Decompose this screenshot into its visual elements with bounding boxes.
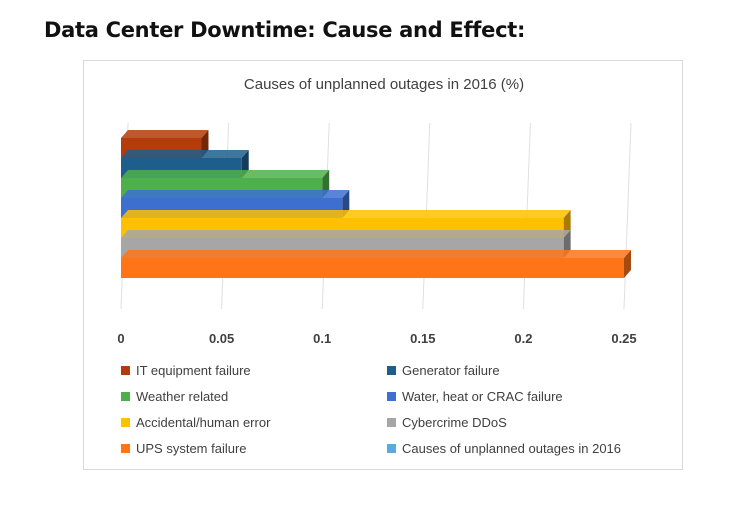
bar-top-face [121,210,571,218]
bar-top-face [121,190,350,198]
legend-label: Weather related [136,389,228,404]
legend-item: Accidental/human error [121,415,271,430]
legend-swatch [121,418,130,427]
bars [121,130,631,278]
bar-top-face [121,150,249,158]
bar-front-face [121,258,624,278]
x-tick-label: 0.1 [313,331,331,346]
bar-top-face [121,250,631,258]
legend-swatch [387,444,396,453]
gridline [623,122,632,310]
legend-label: Causes of unplanned outages in 2016 [402,441,621,456]
legend-label: Water, heat or CRAC failure [402,389,563,404]
legend-item: Cybercrime DDoS [387,415,507,430]
legend-item: Water, heat or CRAC failure [387,389,563,404]
legend: IT equipment failure Generator failure Wea… [121,363,621,456]
legend-label: Generator failure [402,363,500,378]
legend-label: Cybercrime DDoS [402,415,507,430]
legend-swatch [121,366,130,375]
bar-top-face [121,170,330,178]
x-tick-label: 0.05 [209,331,234,346]
page-heading: Data Center Downtime: Cause and Effect: [44,18,526,42]
chart-frame: Causes of unplanned outages in 2016 (%) … [83,60,683,470]
legend-label: UPS system failure [136,441,247,456]
x-tick-label: 0 [117,331,124,346]
legend-item: Causes of unplanned outages in 2016 [387,441,621,456]
legend-label: IT equipment failure [136,363,251,378]
x-tick-label: 0.2 [514,331,532,346]
legend-label: Accidental/human error [136,415,271,430]
x-tick-label: 0.25 [611,331,636,346]
legend-swatch [121,392,130,401]
bar-chart: Causes of unplanned outages in 2016 (%) … [117,76,636,456]
legend-swatch [387,392,396,401]
legend-swatch [387,418,396,427]
legend-swatch [121,444,130,453]
legend-item: Generator failure [387,363,500,378]
legend-swatch [387,366,396,375]
legend-item: Weather related [121,389,228,404]
x-tick-label: 0.15 [410,331,435,346]
legend-item: IT equipment failure [121,363,251,378]
x-axis-ticks: 0 0.05 0.1 0.15 0.2 0.25 [117,331,636,346]
bar-top-face [121,130,209,138]
legend-item: UPS system failure [121,441,247,456]
bar-side-face [624,250,631,278]
chart-title: Causes of unplanned outages in 2016 (%) [244,76,524,93]
bar-6 [121,250,631,278]
bar-top-face [121,230,571,238]
